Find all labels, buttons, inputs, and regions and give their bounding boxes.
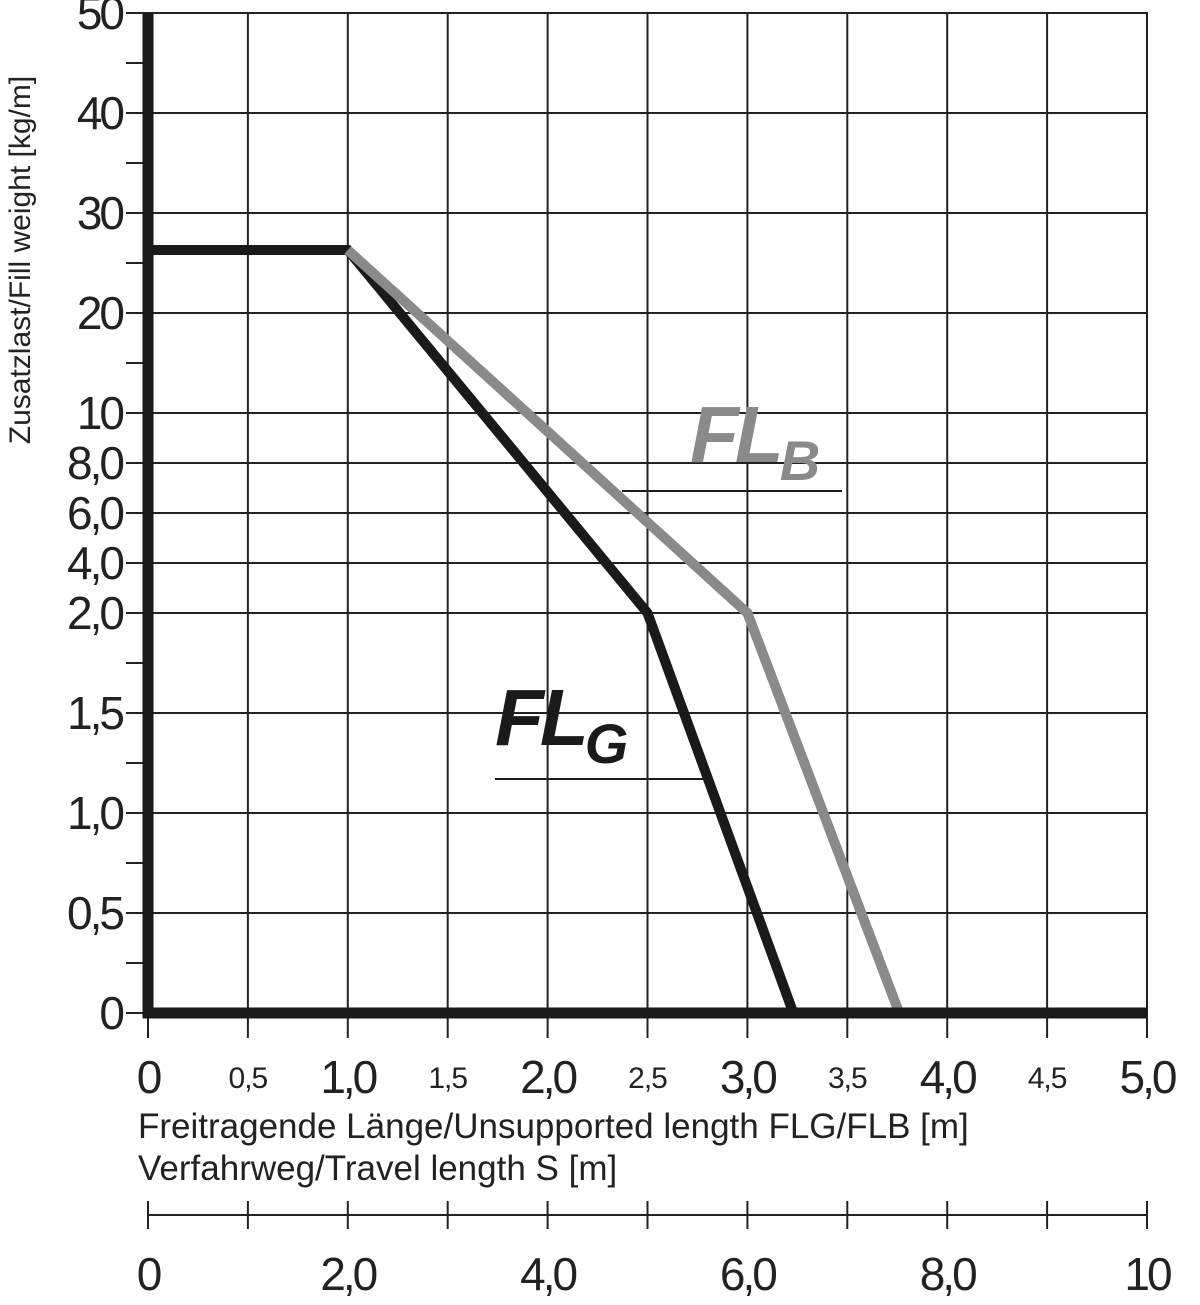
x2-axis-label: Verfahrweg/Travel length S [m] xyxy=(138,1149,617,1188)
y-tick-label: 40 xyxy=(77,87,124,139)
y-tick-label: 8,0 xyxy=(67,437,123,489)
series-label-main: FL xyxy=(690,390,780,479)
x-tick-label: 4,0 xyxy=(920,1051,976,1103)
x-tick-label: 3,0 xyxy=(720,1051,776,1103)
y-tick-label: 2,0 xyxy=(67,587,123,639)
y-tick-label: 1,5 xyxy=(67,687,123,739)
series-line xyxy=(344,246,904,1015)
x-tick-label: 3,5 xyxy=(828,1062,867,1095)
y-tick-label: 6,0 xyxy=(67,487,123,539)
y-tick-label: 50 xyxy=(77,0,124,39)
y-tick-label: 4,0 xyxy=(67,537,123,589)
x-tick-label: 2,0 xyxy=(520,1051,576,1103)
x-tick-label: 0 xyxy=(137,1051,161,1103)
series-line xyxy=(148,245,799,1015)
x2-tick-label: 6,0 xyxy=(720,1248,776,1300)
y-tick-label: 1,0 xyxy=(67,787,123,839)
x-tick-label: 1,5 xyxy=(428,1062,467,1095)
y-tick-label: 0,5 xyxy=(67,887,123,939)
x-tick-label: 4,5 xyxy=(1028,1062,1067,1095)
series-label: FLG xyxy=(495,673,627,775)
x2-tick-label: 0 xyxy=(137,1248,161,1300)
x2-tick-label: 8,0 xyxy=(920,1248,976,1300)
x-tick-label: 0,5 xyxy=(229,1062,268,1095)
y-axis-label: Zusatzlast/Fill weight [kg/m] xyxy=(4,76,37,444)
y-tick-label: 20 xyxy=(77,287,124,339)
y-tick-label: 10 xyxy=(77,387,124,439)
x2-tick-label: 2,0 xyxy=(320,1248,376,1300)
x-tick-label: 5,0 xyxy=(1120,1051,1176,1103)
y-tick-label: 0 xyxy=(99,987,123,1039)
x-tick-label: 1,0 xyxy=(320,1051,376,1103)
series-label-sub: G xyxy=(585,712,627,775)
series-label-main: FL xyxy=(495,673,585,762)
x-axis-label: Freitragende Länge/Unsupported length FL… xyxy=(138,1107,969,1146)
y-tick-label: 30 xyxy=(77,187,124,239)
series-label-sub: B xyxy=(780,429,819,492)
x-tick-label: 2,5 xyxy=(628,1062,667,1095)
x2-tick-label: 10 xyxy=(1124,1248,1171,1300)
series-label: FLB xyxy=(690,390,819,492)
x2-tick-label: 4,0 xyxy=(520,1248,576,1300)
